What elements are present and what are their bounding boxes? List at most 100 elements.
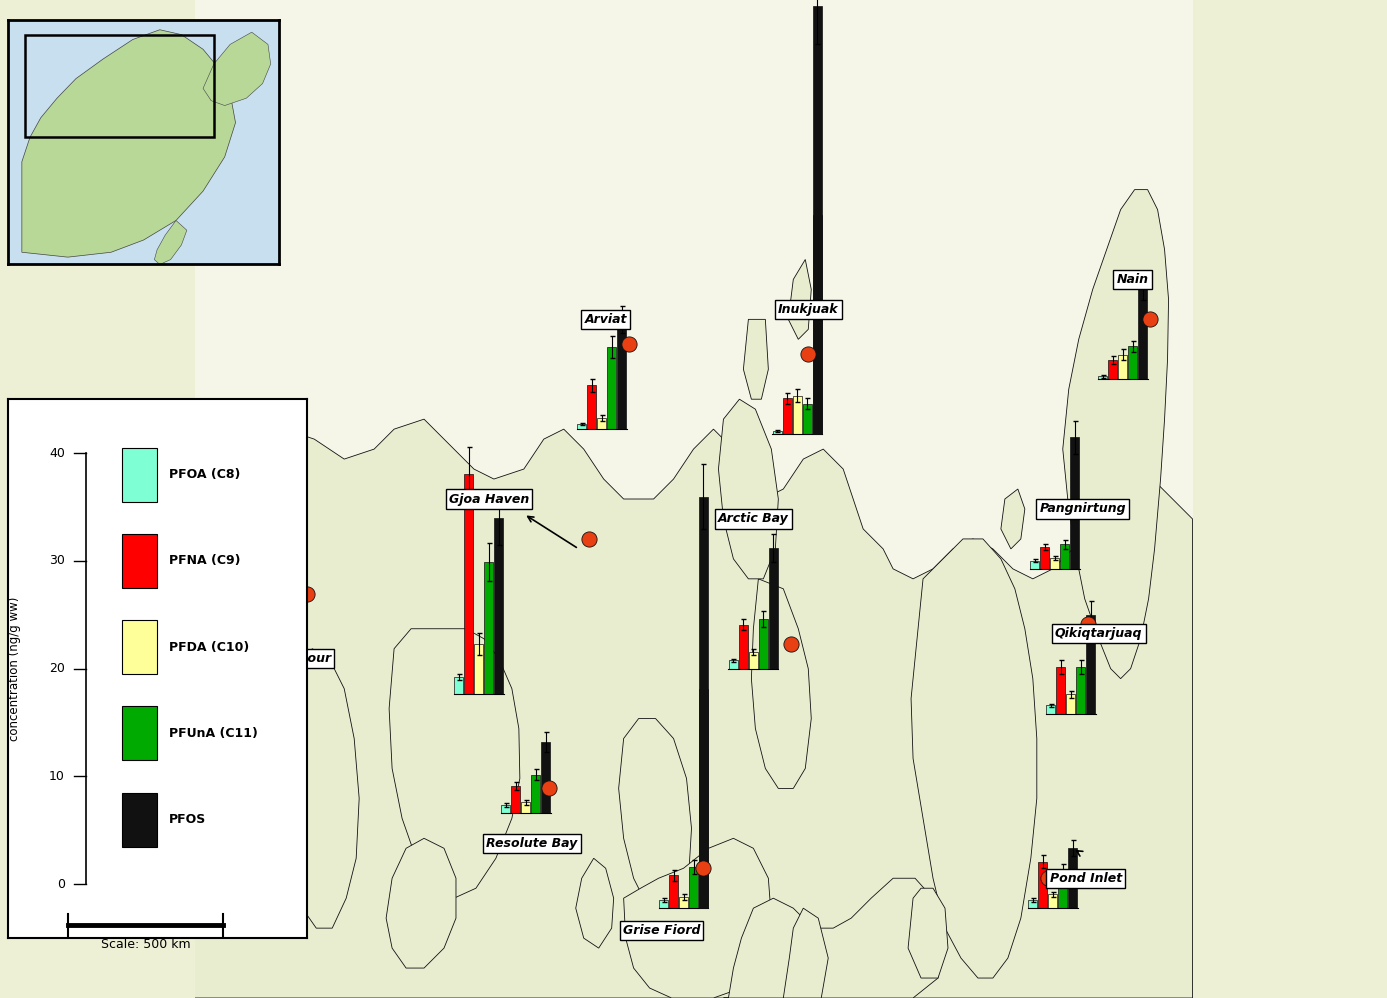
Bar — [512, 786, 520, 813]
Text: 0: 0 — [57, 877, 65, 891]
Text: 20: 20 — [49, 662, 65, 676]
Bar — [122, 707, 157, 760]
Polygon shape — [1001, 489, 1025, 549]
Bar — [273, 597, 283, 614]
Point — [1076, 616, 1099, 632]
Bar — [1128, 346, 1137, 379]
Bar — [122, 534, 157, 588]
Polygon shape — [788, 259, 811, 339]
Bar — [1058, 870, 1067, 908]
Bar — [1028, 900, 1037, 908]
Text: Scale: 500 km: Scale: 500 km — [101, 938, 190, 951]
Polygon shape — [752, 579, 811, 788]
Text: Arviat: Arviat — [584, 312, 627, 326]
Bar — [689, 867, 698, 908]
Bar — [244, 606, 252, 614]
Point — [781, 636, 803, 652]
Bar — [749, 653, 757, 669]
Bar — [577, 424, 587, 429]
Bar — [484, 562, 494, 694]
Bar — [494, 518, 503, 694]
Bar — [254, 597, 264, 614]
Bar — [773, 431, 782, 434]
Bar — [803, 404, 811, 434]
Bar — [617, 319, 626, 429]
Bar — [1118, 354, 1128, 379]
Text: PFOS: PFOS — [169, 813, 207, 826]
Bar — [813, 215, 821, 434]
Bar — [474, 645, 484, 694]
Point — [577, 531, 599, 547]
Polygon shape — [784, 908, 828, 998]
Text: Arctic Bay: Arctic Bay — [718, 512, 789, 526]
Bar — [813, 6, 821, 434]
Text: Inukjuak: Inukjuak — [778, 302, 839, 316]
Point — [1139, 311, 1161, 327]
Bar — [739, 625, 748, 669]
Text: Resolute Bay: Resolute Bay — [487, 836, 577, 850]
Bar — [680, 897, 688, 908]
Point — [1058, 501, 1080, 517]
Bar — [793, 396, 802, 434]
Bar — [541, 743, 551, 813]
Polygon shape — [724, 878, 943, 998]
Bar — [1050, 558, 1060, 569]
Bar — [122, 620, 157, 674]
Polygon shape — [718, 399, 778, 579]
Bar — [531, 774, 541, 813]
Polygon shape — [1062, 190, 1169, 679]
Bar — [1039, 861, 1047, 908]
Text: Sachs Harbour: Sachs Harbour — [227, 652, 331, 666]
Text: Qikiqtarjuaq: Qikiqtarjuaq — [1056, 627, 1143, 641]
Text: PFDA (C10): PFDA (C10) — [169, 641, 250, 654]
Text: PFUnA (C11): PFUnA (C11) — [169, 727, 258, 740]
Polygon shape — [276, 649, 359, 928]
Bar — [659, 900, 669, 908]
Bar — [730, 661, 738, 669]
Bar — [122, 448, 157, 502]
Bar — [1067, 695, 1075, 714]
Polygon shape — [22, 30, 236, 257]
Bar — [768, 548, 778, 669]
Bar — [1049, 894, 1057, 908]
Bar — [122, 792, 157, 846]
Point — [538, 780, 560, 796]
Bar — [1076, 667, 1085, 714]
Bar — [699, 497, 707, 908]
Bar — [587, 385, 596, 429]
Point — [1036, 870, 1058, 886]
Bar — [1031, 561, 1039, 569]
Bar — [465, 474, 473, 694]
Bar — [1060, 544, 1069, 569]
Text: 30: 30 — [49, 554, 65, 568]
Point — [692, 860, 714, 876]
Point — [798, 346, 820, 362]
Bar — [1139, 286, 1147, 379]
Polygon shape — [390, 629, 520, 898]
Point — [617, 336, 639, 352]
Bar — [455, 678, 463, 694]
Bar — [264, 603, 273, 614]
Bar — [284, 570, 293, 614]
Polygon shape — [619, 719, 692, 918]
Text: PFNA (C9): PFNA (C9) — [169, 554, 241, 568]
Bar — [1057, 667, 1065, 714]
Polygon shape — [624, 838, 771, 998]
Bar — [598, 418, 606, 429]
Text: Gjoa Haven: Gjoa Haven — [449, 492, 528, 506]
Bar — [608, 347, 616, 429]
Polygon shape — [386, 838, 456, 968]
Polygon shape — [911, 539, 1037, 978]
Bar — [782, 398, 792, 434]
Bar — [1099, 376, 1107, 379]
Bar — [669, 875, 678, 908]
Bar — [759, 619, 768, 669]
Text: concentration (ng/g ww): concentration (ng/g ww) — [8, 597, 21, 741]
Bar — [25, 35, 214, 138]
Text: Pond Inlet: Pond Inlet — [1050, 871, 1122, 885]
Bar — [1040, 547, 1050, 569]
Bar — [1086, 615, 1096, 714]
Point — [297, 586, 319, 602]
Text: PFOA (C8): PFOA (C8) — [169, 468, 241, 481]
Polygon shape — [194, 419, 1193, 998]
